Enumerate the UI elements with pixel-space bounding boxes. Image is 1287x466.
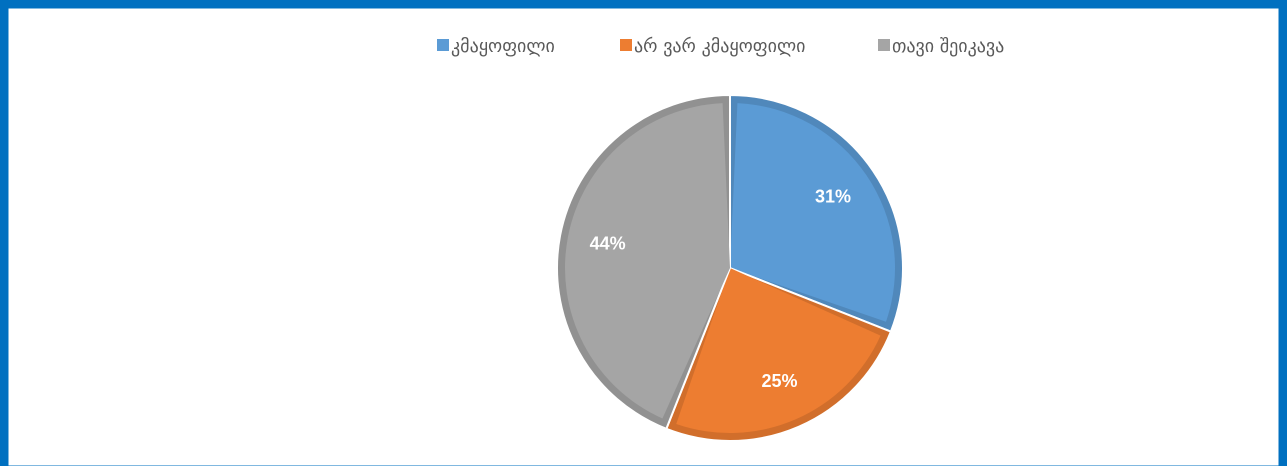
slice-face xyxy=(730,103,895,322)
legend-marker xyxy=(620,39,632,51)
legend-label: არ ვარ კმაყოფილი xyxy=(634,36,805,57)
slice-face xyxy=(564,103,730,419)
legend-label: თავი შეიკავა xyxy=(892,36,1004,57)
legend-marker xyxy=(878,39,890,51)
slice-face xyxy=(676,268,881,433)
data-label: 31% xyxy=(815,187,851,207)
data-label: 44% xyxy=(590,233,626,253)
data-label: 25% xyxy=(761,371,797,391)
legend-marker xyxy=(437,39,449,51)
legend-label: კმაყოფილი xyxy=(451,36,555,57)
